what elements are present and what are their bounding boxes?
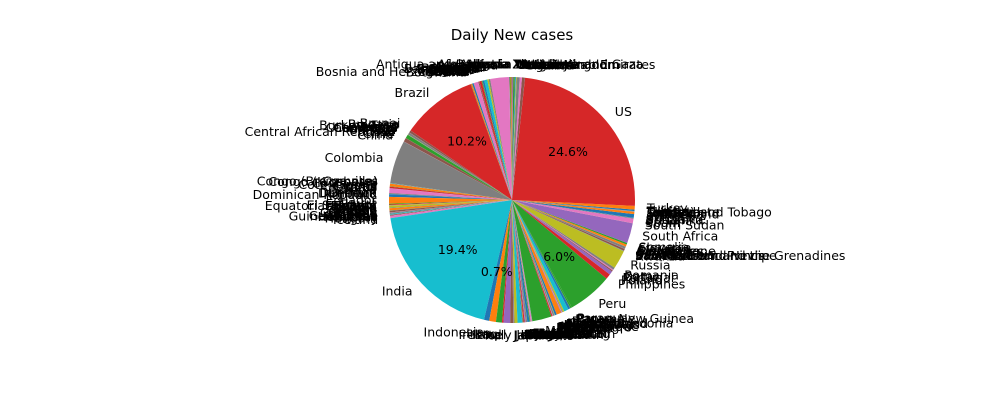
pie-slices — [389, 77, 635, 323]
slice-label-india: India — [382, 284, 413, 299]
slice-label-peru: Peru — [598, 296, 626, 311]
slice-percent-india: 19.4% — [438, 242, 478, 257]
slice-label-iceland: Iceland — [333, 212, 378, 227]
slice-percent-brazil: 10.2% — [447, 134, 487, 149]
slice-label-paraguay: Paraguay — [577, 311, 636, 326]
slice-label-zimbabwe: Zimbabwe — [512, 57, 578, 72]
slice-label-colombia: Colombia — [325, 150, 384, 165]
slice-label-brazil: Brazil — [395, 85, 430, 100]
slice-label-china: China — [357, 128, 393, 143]
slice-label-turkey: Turkey — [646, 201, 688, 216]
slice-label-italy: Italy — [485, 327, 513, 342]
chart-title: Daily New cases — [451, 26, 574, 44]
slice-percent-peru: 6.0% — [543, 249, 575, 264]
slice-label-botswana: Botswana — [406, 65, 467, 80]
slice-percent-indonesia: 0.7% — [481, 264, 513, 279]
slice-label-us: US — [615, 104, 632, 119]
slice-percent-us: 24.6% — [548, 144, 588, 159]
slice-us — [512, 78, 635, 206]
